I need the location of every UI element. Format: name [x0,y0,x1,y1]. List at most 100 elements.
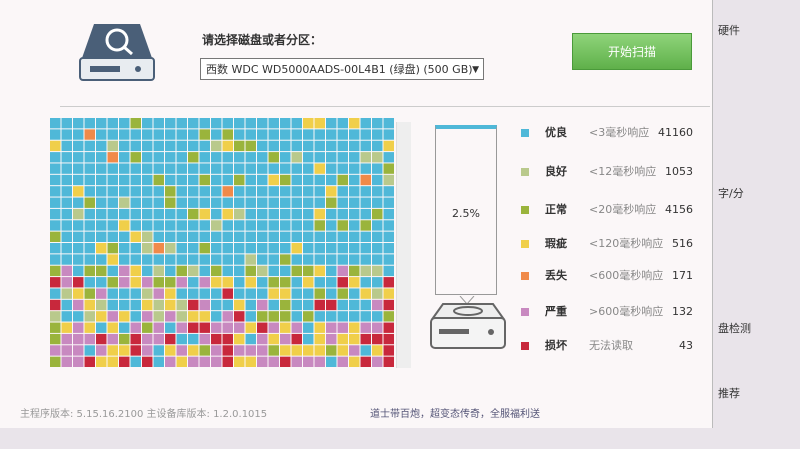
block [326,152,337,163]
block [222,208,233,220]
block [199,208,210,220]
legend-label: 严重 [545,305,567,318]
block [211,345,222,356]
block [165,231,176,242]
block [61,163,72,174]
block [245,129,256,140]
block [73,299,84,311]
block [142,288,153,299]
block [337,163,348,174]
block [222,220,233,231]
block [176,254,187,265]
block [303,152,314,163]
block [372,231,383,242]
block [314,197,325,208]
block [130,129,141,140]
block [268,129,279,140]
window: 请选择磁盘或者分区： 西数 WDC WD5000AADS-00L4B1 (绿盘)… [0,0,713,428]
block [153,197,164,208]
block [107,345,118,356]
block [268,174,279,186]
legend-row: 丢失 <600毫秒响应 171 [515,266,695,286]
block [291,345,302,356]
block [314,333,325,345]
block [211,254,222,265]
block [257,299,268,311]
block [349,277,360,288]
block [96,265,107,277]
block [153,243,164,254]
block [107,277,118,288]
block [326,140,337,152]
block [234,220,245,231]
block [165,356,176,367]
block [337,345,348,356]
block [73,311,84,322]
block [314,311,325,322]
block [130,152,141,163]
block [50,140,61,152]
block [176,220,187,231]
block [360,243,371,254]
block [280,356,291,367]
block [360,299,371,311]
block [84,345,95,356]
block [360,356,371,367]
legend-swatch [521,342,529,350]
block [188,197,199,208]
block [119,197,130,208]
block [50,118,61,129]
block [349,208,360,220]
block [234,186,245,197]
block [383,345,394,356]
block [130,288,141,299]
block [268,118,279,129]
block [119,140,130,152]
block [280,163,291,174]
block [268,243,279,254]
block [119,231,130,242]
block [73,152,84,163]
block [383,288,394,299]
block [383,254,394,265]
block [222,288,233,299]
ad-link[interactable]: 道士带百炮，超变态传奇，全服福利送 [370,409,540,420]
block [84,356,95,367]
block [165,186,176,197]
block [234,356,245,367]
block [84,299,95,311]
block [153,356,164,367]
block [165,254,176,265]
legend-count: 43 [679,339,693,352]
block [153,311,164,322]
block [383,356,394,367]
disk-select[interactable]: 西数 WDC WD5000AADS-00L4B1 (绿盘) (500 GB) ▼ [200,58,484,80]
block [234,163,245,174]
block [96,254,107,265]
block [84,322,95,333]
scrollbar[interactable] [396,122,411,368]
block [234,243,245,254]
side-text: 盘检测 [718,322,751,335]
block [176,208,187,220]
block [372,277,383,288]
block [280,345,291,356]
block [188,345,199,356]
block [349,129,360,140]
block [291,220,302,231]
block [268,163,279,174]
block [96,118,107,129]
legend-row: 优良 <3毫秒响应 41160 [515,123,695,143]
block [107,220,118,231]
block [84,220,95,231]
block [188,231,199,242]
block [153,152,164,163]
start-button[interactable]: 开始扫描 [572,33,692,70]
legend-count: 1053 [665,165,693,178]
block [188,356,199,367]
block [314,231,325,242]
legend-row: 正常 <20毫秒响应 4156 [515,200,695,220]
block [383,265,394,277]
block [153,163,164,174]
block [176,277,187,288]
